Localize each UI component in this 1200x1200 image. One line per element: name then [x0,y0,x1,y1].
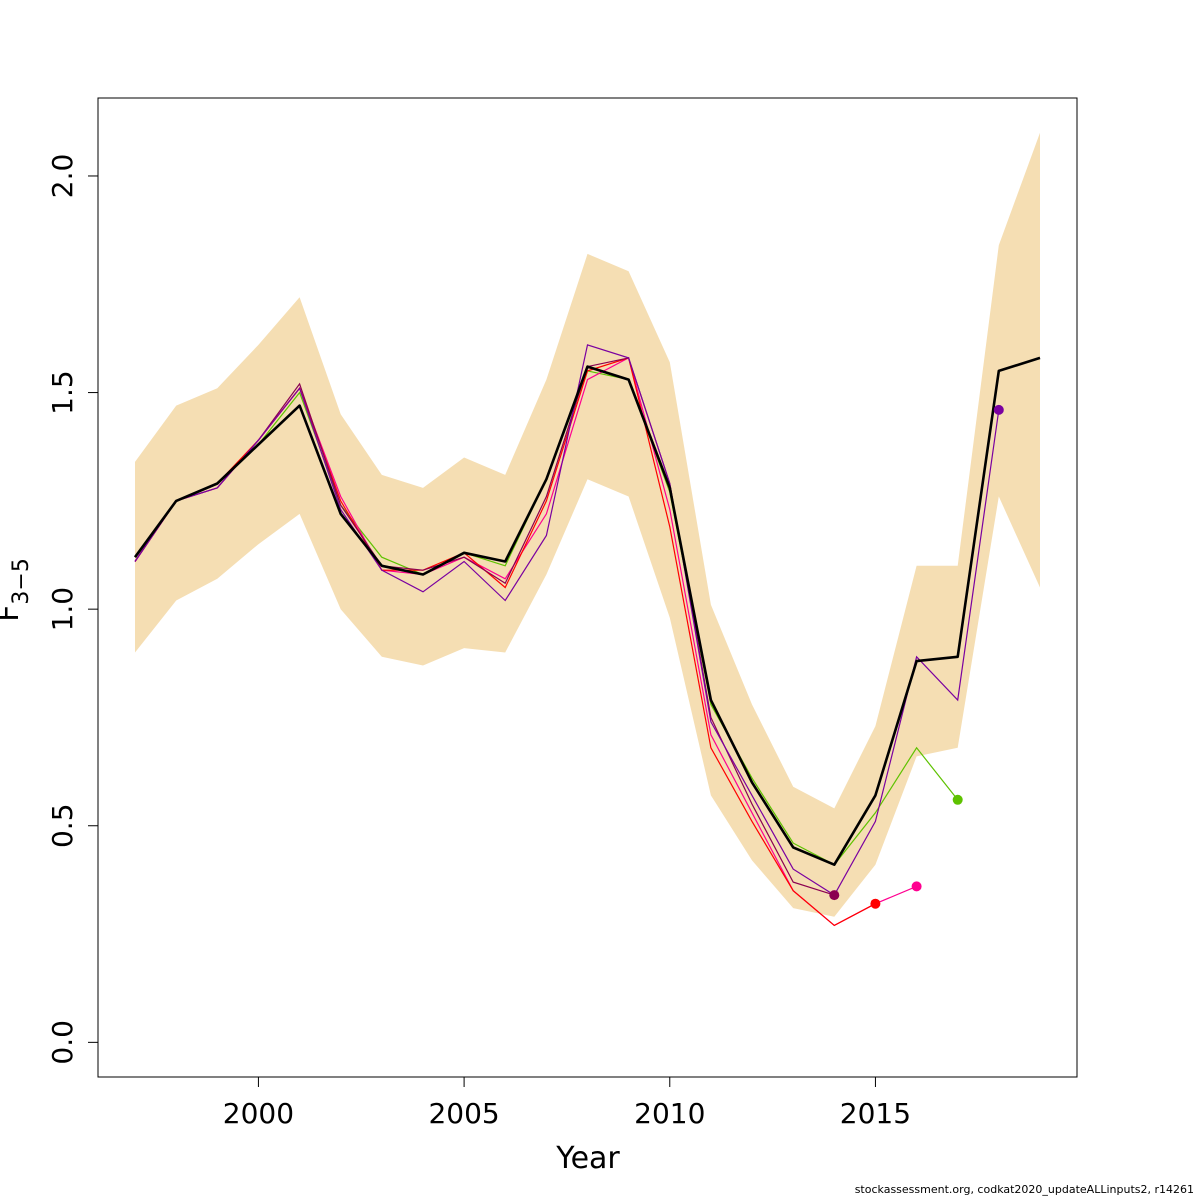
series-line-5 [134,344,1000,896]
x-tick-label: 2000 [223,1097,294,1130]
y-axis-title: F3−5 [0,558,34,622]
x-tick-label: 2010 [634,1097,705,1130]
y-tick-label: 1.0 [46,587,79,632]
terminal-point-4 [829,890,840,901]
y-axis-title-subscript: 3−5 [9,558,34,604]
y-axis: 0.0 0.5 1.0 1.5 2.0 [46,154,99,1065]
terminal-point-5 [993,404,1004,415]
y-tick-label: 0.5 [46,803,79,848]
main-estimate-line [133,356,1041,867]
x-axis: 2000 2005 2010 2015 [223,1076,911,1130]
confidence-band [135,132,1040,917]
x-axis-title: Year [555,1141,620,1176]
y-axis-title-main: F [0,605,26,622]
terminal-point-1 [952,794,963,805]
y-tick-label: 0.0 [46,1020,79,1065]
footer-credit: stockassessment.org, codkat2020_updateAL… [854,1183,1194,1196]
plot-area [133,132,1041,927]
y-tick-label: 2.0 [46,154,79,199]
x-tick-label: 2005 [428,1097,499,1130]
terminal-point-3 [870,898,881,909]
terminal-point-2 [911,881,922,892]
y-tick-label: 1.5 [46,370,79,415]
x-tick-label: 2015 [840,1097,911,1130]
